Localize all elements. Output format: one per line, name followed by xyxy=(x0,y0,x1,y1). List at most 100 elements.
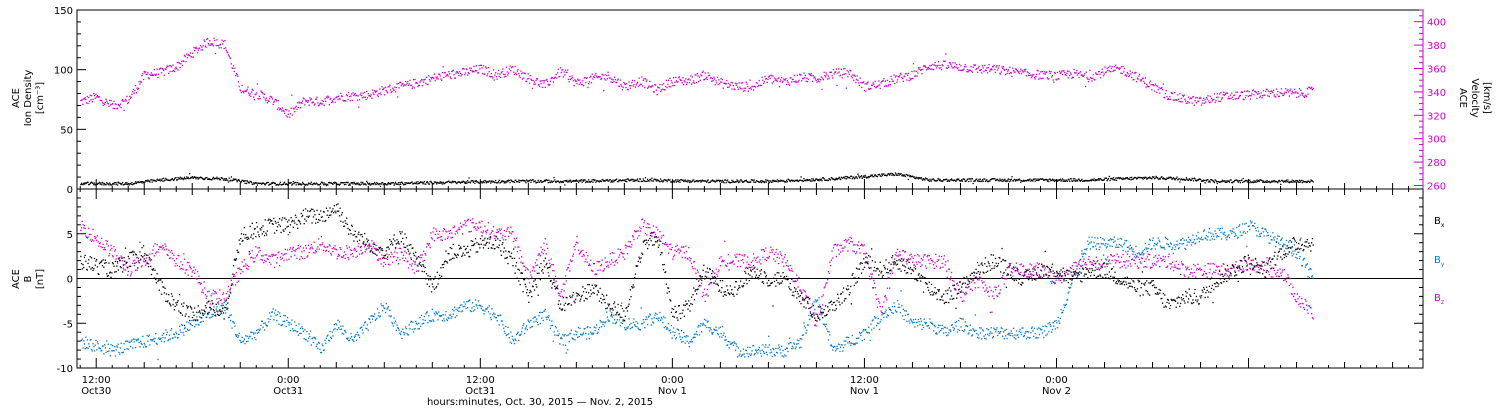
velocity-point xyxy=(876,85,879,88)
by-point xyxy=(220,304,222,307)
by-point xyxy=(591,332,593,334)
by-point xyxy=(423,322,425,324)
density-point xyxy=(630,179,632,181)
velocity-point xyxy=(389,89,392,91)
density-point xyxy=(798,180,800,182)
by-point xyxy=(430,320,433,322)
by-point xyxy=(523,323,525,325)
by-point xyxy=(405,326,407,328)
by-point xyxy=(300,332,302,335)
velocity-point xyxy=(1056,71,1059,74)
density-point xyxy=(930,180,933,182)
velocity-point xyxy=(851,77,853,79)
density-point xyxy=(1123,178,1126,180)
data-layer xyxy=(80,37,1314,361)
density-point xyxy=(1272,181,1274,183)
velocity-point xyxy=(600,77,603,80)
density-point xyxy=(902,174,904,176)
velocity-point xyxy=(888,84,890,86)
velocity-point xyxy=(948,62,951,64)
velocity-point xyxy=(743,87,745,89)
velocity-point xyxy=(1218,93,1221,95)
velocity-point xyxy=(360,92,362,94)
by-point xyxy=(276,320,278,322)
density-point xyxy=(373,183,375,185)
density-point xyxy=(1252,181,1254,184)
density-point xyxy=(901,175,903,177)
density-point xyxy=(198,177,200,179)
velocity-point xyxy=(204,45,207,47)
velocity-point xyxy=(1195,97,1197,99)
density-point xyxy=(364,183,366,185)
velocity-point xyxy=(249,93,251,95)
density-point xyxy=(1125,177,1127,179)
velocity-point xyxy=(448,71,450,73)
by-point xyxy=(354,335,356,337)
by-point xyxy=(871,320,873,322)
by-point xyxy=(124,340,127,342)
velocity-point xyxy=(744,90,746,92)
by-point xyxy=(237,336,239,338)
velocity-point xyxy=(644,87,646,89)
density-point xyxy=(814,180,816,182)
velocity-point xyxy=(890,75,892,78)
density-point xyxy=(831,177,833,179)
density-point xyxy=(984,180,987,183)
density-point xyxy=(905,173,907,176)
density-point xyxy=(132,183,135,185)
velocity-point xyxy=(1218,100,1220,102)
density-point xyxy=(637,180,639,182)
by-point xyxy=(621,322,624,325)
velocity-point xyxy=(1139,79,1141,81)
velocity-point xyxy=(672,77,675,79)
by-point xyxy=(152,338,155,340)
velocity-point xyxy=(899,72,902,74)
density-point xyxy=(262,182,264,184)
velocity-point xyxy=(174,68,176,70)
by-point xyxy=(688,342,690,344)
density-point xyxy=(319,183,321,186)
velocity-point xyxy=(415,81,418,84)
velocity-point xyxy=(863,81,865,83)
density-point xyxy=(767,179,769,182)
velocity-point xyxy=(798,79,800,81)
density-point xyxy=(983,178,985,180)
by-point xyxy=(831,345,833,347)
velocity-point xyxy=(1198,100,1200,102)
velocity-point xyxy=(565,71,567,74)
velocity-point xyxy=(792,78,794,81)
by-point xyxy=(184,327,186,329)
density-point xyxy=(1248,182,1250,184)
by-point xyxy=(122,352,124,354)
velocity-point xyxy=(1206,98,1208,100)
velocity-point xyxy=(1023,69,1025,71)
velocity-point xyxy=(235,72,238,75)
density-point xyxy=(503,182,505,184)
density-point xyxy=(1075,179,1077,181)
by-point xyxy=(251,338,253,340)
velocity-point xyxy=(1191,102,1193,104)
velocity-point xyxy=(683,83,685,86)
by-point xyxy=(222,307,224,309)
by-point xyxy=(127,348,129,350)
velocity-point xyxy=(1265,88,1267,90)
velocity-point xyxy=(505,66,508,68)
by-point xyxy=(862,330,864,332)
density-point xyxy=(279,181,281,183)
by-point xyxy=(245,335,247,337)
density-point xyxy=(1246,181,1249,183)
density-point xyxy=(674,180,676,182)
density-point xyxy=(1283,181,1285,183)
by-point xyxy=(625,329,627,331)
by-point xyxy=(343,333,345,335)
density-point xyxy=(963,178,965,180)
density-point xyxy=(1166,177,1168,179)
density-point xyxy=(423,180,425,183)
density-point xyxy=(686,181,688,183)
density-point xyxy=(1162,177,1164,179)
by-point xyxy=(394,322,396,324)
density-point xyxy=(485,180,487,182)
velocity-point xyxy=(809,73,811,76)
velocity-point xyxy=(235,75,237,77)
density-point xyxy=(1012,180,1015,182)
